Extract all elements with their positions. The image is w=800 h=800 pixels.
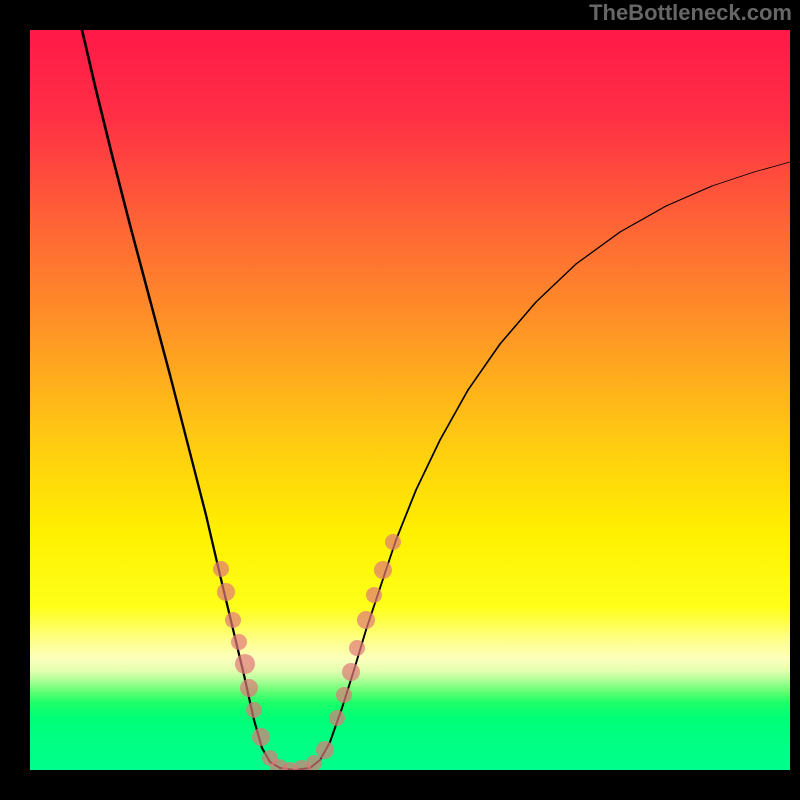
marker-dot (252, 728, 270, 746)
marker-dot (217, 583, 235, 601)
curve-segment (712, 172, 754, 186)
marker-dot (240, 679, 258, 697)
curve-segment (440, 390, 468, 440)
chart-svg (30, 30, 790, 770)
marker-dot (246, 702, 262, 718)
marker-dot (329, 710, 345, 726)
marker-dot (306, 755, 322, 770)
curve-segment (754, 162, 790, 172)
curve-segment (500, 302, 536, 344)
marker-dot (385, 534, 401, 550)
curve-segment (620, 206, 666, 232)
curve-segment (468, 344, 500, 390)
curve-segment (112, 155, 130, 225)
marker-dot (231, 634, 247, 650)
marker-dot (374, 561, 392, 579)
marker-dot (225, 612, 241, 628)
curve-segment (96, 90, 112, 155)
marker-dot (349, 640, 365, 656)
marker-dot (316, 741, 334, 759)
marker-dot (357, 611, 375, 629)
curve-segment (666, 186, 712, 206)
curve-segment (396, 490, 416, 540)
curve-segment (82, 30, 96, 90)
marker-dot (366, 587, 382, 603)
plot-area (30, 30, 790, 770)
curve-segment (188, 445, 206, 515)
curve-segment (416, 440, 440, 490)
curve-segment (576, 232, 620, 264)
watermark-text: TheBottleneck.com (589, 0, 792, 26)
curve-segment (170, 375, 188, 445)
curve-segment (150, 300, 170, 375)
curve-segment (130, 225, 150, 300)
marker-dot (342, 663, 360, 681)
marker-dot (213, 561, 229, 577)
curve-segment (536, 264, 576, 302)
marker-dot (336, 687, 352, 703)
marker-dot (235, 654, 255, 674)
